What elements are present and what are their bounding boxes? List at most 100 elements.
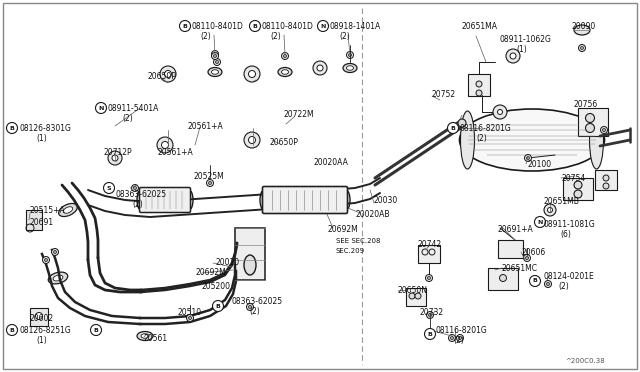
Text: 20602: 20602 bbox=[30, 314, 54, 323]
Circle shape bbox=[409, 293, 415, 299]
Text: 20650P: 20650P bbox=[148, 72, 177, 81]
Circle shape bbox=[112, 155, 118, 161]
Text: 20561: 20561 bbox=[144, 334, 168, 343]
Circle shape bbox=[54, 250, 56, 253]
Bar bbox=[26, 210, 42, 230]
Circle shape bbox=[282, 52, 289, 60]
Ellipse shape bbox=[63, 207, 73, 213]
Text: 08116-8201G: 08116-8201G bbox=[436, 326, 488, 335]
Ellipse shape bbox=[59, 203, 77, 217]
Text: B: B bbox=[451, 125, 456, 131]
Circle shape bbox=[426, 311, 433, 318]
Circle shape bbox=[317, 20, 328, 32]
Text: 205200: 205200 bbox=[202, 282, 231, 291]
Text: ^200C0.38: ^200C0.38 bbox=[565, 358, 605, 364]
Bar bbox=[595, 170, 617, 190]
Circle shape bbox=[493, 105, 507, 119]
Circle shape bbox=[212, 301, 223, 311]
Ellipse shape bbox=[260, 190, 268, 210]
Text: 20090: 20090 bbox=[572, 22, 596, 31]
Circle shape bbox=[189, 317, 191, 320]
Circle shape bbox=[104, 183, 115, 193]
Text: 20510: 20510 bbox=[178, 308, 202, 317]
Text: 20712P: 20712P bbox=[104, 148, 132, 157]
Circle shape bbox=[602, 128, 605, 131]
Circle shape bbox=[603, 175, 609, 181]
Bar bbox=[468, 74, 490, 96]
Circle shape bbox=[248, 137, 255, 144]
Circle shape bbox=[244, 66, 260, 82]
Bar bbox=[406, 288, 426, 306]
Circle shape bbox=[108, 151, 122, 165]
Circle shape bbox=[250, 20, 260, 32]
Text: 20651MB: 20651MB bbox=[543, 197, 579, 206]
Ellipse shape bbox=[137, 190, 145, 210]
Text: 20030: 20030 bbox=[374, 196, 398, 205]
Text: 08918-1401A: 08918-1401A bbox=[329, 22, 380, 31]
Circle shape bbox=[524, 254, 531, 262]
Circle shape bbox=[603, 183, 609, 189]
Circle shape bbox=[90, 324, 102, 336]
Text: B: B bbox=[10, 327, 15, 333]
Text: 08126-8251G: 08126-8251G bbox=[19, 326, 71, 335]
Text: (2): (2) bbox=[200, 32, 211, 41]
Text: S: S bbox=[107, 186, 111, 190]
FancyBboxPatch shape bbox=[262, 186, 348, 214]
Circle shape bbox=[179, 20, 191, 32]
Ellipse shape bbox=[48, 272, 68, 284]
Circle shape bbox=[157, 137, 173, 153]
Text: 08110-8401D: 08110-8401D bbox=[261, 22, 313, 31]
Ellipse shape bbox=[244, 255, 256, 275]
Circle shape bbox=[35, 312, 42, 320]
Circle shape bbox=[527, 157, 529, 160]
Bar bbox=[498, 240, 523, 258]
Circle shape bbox=[510, 53, 516, 59]
Circle shape bbox=[545, 280, 552, 288]
Text: 08126-8301G: 08126-8301G bbox=[19, 124, 71, 133]
Text: 20732: 20732 bbox=[420, 308, 444, 317]
Circle shape bbox=[209, 182, 211, 185]
Ellipse shape bbox=[185, 190, 193, 210]
Circle shape bbox=[211, 52, 218, 60]
Circle shape bbox=[429, 314, 431, 317]
Circle shape bbox=[211, 51, 218, 58]
Circle shape bbox=[525, 257, 529, 260]
Ellipse shape bbox=[211, 70, 218, 74]
Text: (6): (6) bbox=[560, 230, 571, 239]
Ellipse shape bbox=[208, 67, 222, 77]
Circle shape bbox=[248, 305, 252, 308]
Circle shape bbox=[214, 52, 216, 55]
Bar bbox=[488, 268, 518, 290]
Text: 20650P: 20650P bbox=[270, 138, 299, 147]
Circle shape bbox=[424, 328, 435, 340]
Circle shape bbox=[428, 276, 431, 279]
Text: B: B bbox=[253, 23, 257, 29]
Text: (1): (1) bbox=[36, 134, 47, 143]
Text: B: B bbox=[182, 23, 188, 29]
Circle shape bbox=[131, 185, 138, 192]
Text: 20742: 20742 bbox=[418, 240, 442, 249]
Circle shape bbox=[349, 54, 351, 57]
Text: (2): (2) bbox=[339, 32, 349, 41]
Circle shape bbox=[134, 186, 136, 189]
Circle shape bbox=[499, 275, 506, 282]
Circle shape bbox=[458, 337, 461, 340]
Circle shape bbox=[451, 337, 454, 340]
Text: N: N bbox=[538, 219, 543, 224]
Circle shape bbox=[51, 248, 58, 256]
Circle shape bbox=[164, 71, 172, 77]
Text: (2): (2) bbox=[270, 32, 281, 41]
Text: 20100: 20100 bbox=[527, 160, 551, 169]
Ellipse shape bbox=[342, 190, 350, 210]
Text: 20525M: 20525M bbox=[193, 172, 224, 181]
Text: 20651MC: 20651MC bbox=[502, 264, 538, 273]
Text: 08363-62025: 08363-62025 bbox=[115, 190, 166, 199]
Text: 20651MA: 20651MA bbox=[462, 22, 498, 31]
Text: 20561+A: 20561+A bbox=[188, 122, 224, 131]
Circle shape bbox=[574, 190, 582, 198]
Text: B: B bbox=[428, 331, 433, 337]
Circle shape bbox=[45, 259, 47, 262]
Ellipse shape bbox=[343, 64, 357, 73]
Circle shape bbox=[246, 304, 253, 311]
Text: 20722M: 20722M bbox=[283, 110, 314, 119]
